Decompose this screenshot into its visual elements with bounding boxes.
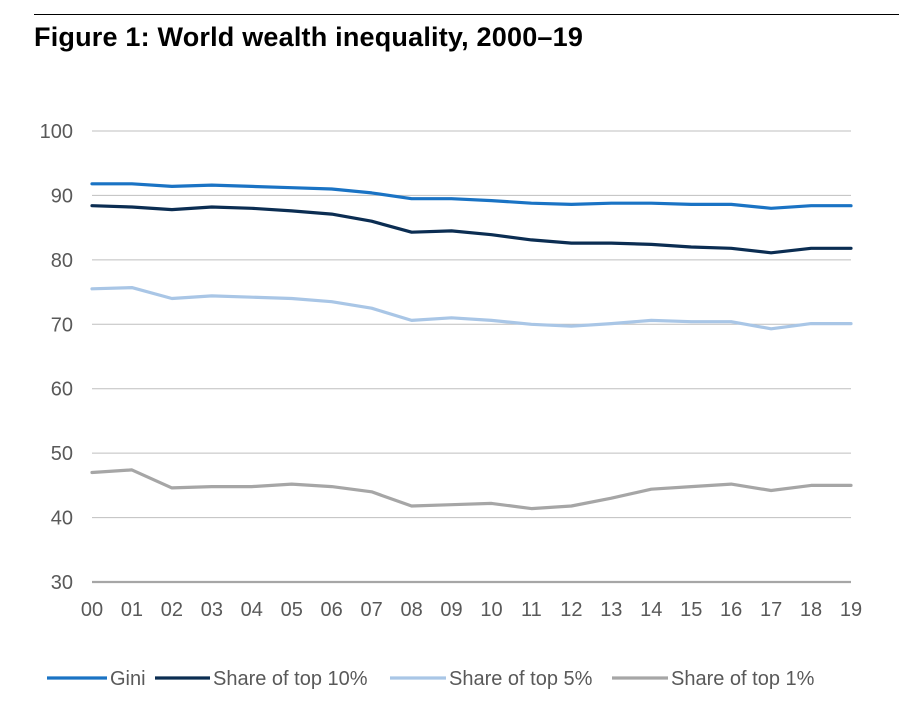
x-tick-label: 15: [680, 599, 702, 621]
x-tick-label: 04: [241, 599, 263, 621]
x-tick-label: 02: [161, 599, 183, 621]
x-tick-label: 12: [560, 599, 582, 621]
x-tick-label: 13: [600, 599, 622, 621]
x-tick-label: 00: [81, 599, 103, 621]
y-tick-label: 40: [51, 508, 73, 530]
legend-label-share-of-top-5: Share of top 5%: [449, 668, 593, 690]
y-axis-ticks: 100 90 80 70 60 50 40 30: [40, 121, 73, 594]
series-line-share-of-top-10: [90, 204, 853, 255]
x-tick-label: 08: [400, 599, 422, 621]
series-line-share-of-top-5: [90, 286, 853, 331]
series-line-share-of-top-1: [90, 468, 853, 511]
y-tick-label: 70: [51, 314, 73, 336]
x-tick-label: 10: [480, 599, 502, 621]
x-axis-ticks: 00 01 02 03 04 05 06 07 08 09 10 11 12 13 14 15 16 17 18 19: [81, 599, 862, 621]
x-tick-label: 01: [121, 599, 143, 621]
legend-label-gini: Gini: [110, 668, 146, 690]
x-tick-label: 06: [321, 599, 343, 621]
y-tick-label: 90: [51, 185, 73, 207]
legend-label-share-of-top-1: Share of top 1%: [671, 668, 815, 690]
x-tick-label: 05: [281, 599, 303, 621]
y-tick-label: 100: [40, 121, 73, 143]
x-tick-label: 16: [720, 599, 742, 621]
y-tick-label: 60: [51, 379, 73, 401]
x-tick-label: 03: [201, 599, 223, 621]
y-tick-label: 80: [51, 250, 73, 272]
y-tick-label: 50: [51, 443, 73, 465]
x-tick-label: 07: [361, 599, 383, 621]
legend: Gini Share of top 10% Share of top 5% Share…: [47, 668, 815, 690]
x-tick-label: 19: [840, 599, 862, 621]
x-tick-label: 17: [760, 599, 782, 621]
x-tick-label: 14: [640, 599, 662, 621]
legend-label-share-of-top-10: Share of top 10%: [213, 668, 368, 690]
x-tick-label: 11: [521, 599, 542, 621]
gridlines: [92, 130, 851, 584]
x-tick-label: 18: [800, 599, 822, 621]
x-tick-label: 09: [440, 599, 462, 621]
title-rule: [34, 14, 899, 15]
figure-title: Figure 1: World wealth inequality, 2000–…: [34, 22, 584, 52]
y-tick-label: 30: [51, 572, 73, 594]
series-line-gini: [90, 182, 853, 210]
series-lines: [90, 182, 853, 511]
